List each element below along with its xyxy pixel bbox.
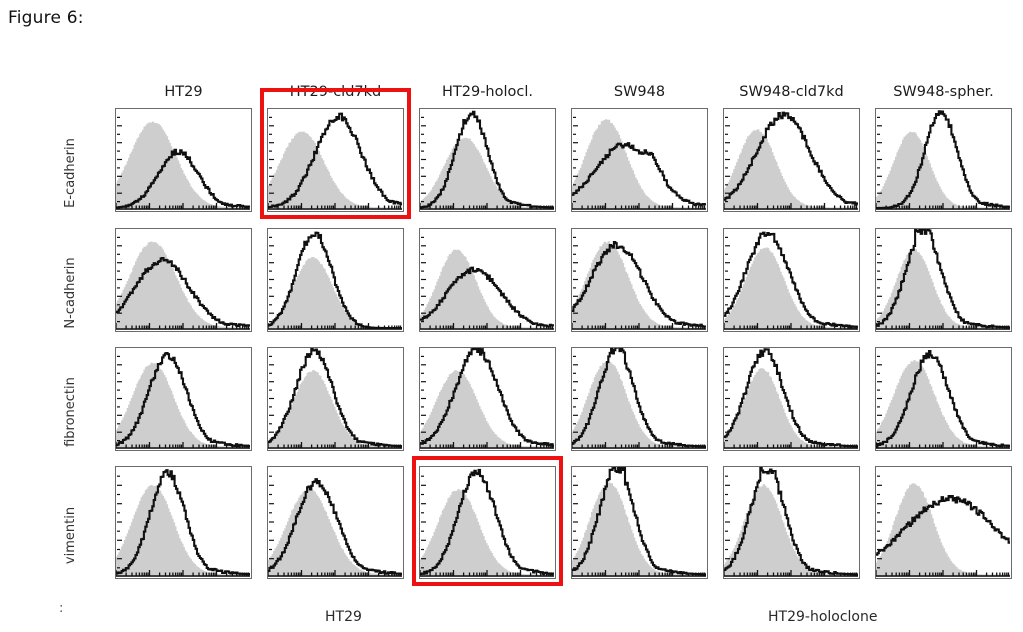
column-header-ht29-holocl: HT29-holocl.: [441, 84, 533, 100]
row-label-e-cadherin: E-cadherin: [63, 138, 78, 208]
histogram-panel-n-cadherin-ht29-holocl: [419, 228, 556, 332]
histogram-panel-n-cadherin-sw948: [571, 228, 708, 332]
histogram-panel-vimentin-sw948: [571, 466, 708, 579]
column-header-ht29: HT29: [164, 84, 203, 100]
histogram-panel-fibronectin-sw948-cld7kd: [723, 347, 860, 451]
histogram-panel-vimentin-sw948-spher: [875, 466, 1012, 579]
histogram-panel-e-cadherin-ht29-cld7kd: [267, 108, 404, 212]
histogram-panel-n-cadherin-sw948-spher: [875, 228, 1012, 332]
column-header-sw948-cld7kd: SW948-cld7kd: [739, 84, 844, 100]
histogram-panel-fibronectin-ht29: [115, 347, 252, 451]
row-label-n-cadherin: N-cadherin: [63, 257, 78, 329]
histogram-panel-e-cadherin-ht29: [115, 108, 252, 212]
histogram-panel-fibronectin-sw948-spher: [875, 347, 1012, 451]
column-header-ht29-cld7kd: HT29-cld7kd: [289, 84, 382, 100]
histogram-panel-fibronectin-ht29-holocl: [419, 347, 556, 451]
histogram-panel-vimentin-ht29-holocl: [419, 466, 556, 579]
histogram-panel-vimentin-ht29-cld7kd: [267, 466, 404, 579]
histogram-panel-n-cadherin-sw948-cld7kd: [723, 228, 860, 332]
histogram-panel-e-cadherin-ht29-holocl: [419, 108, 556, 212]
histogram-panel-e-cadherin-sw948: [571, 108, 708, 212]
histogram-panel-fibronectin-ht29-cld7kd: [267, 347, 404, 451]
figure-caption: Figure 6:: [8, 8, 84, 28]
bottom-axis-marker: :: [59, 601, 64, 616]
histogram-panel-vimentin-ht29: [115, 466, 252, 579]
column-header-sw948-spher: SW948-spher.: [893, 84, 994, 100]
next-figure-label-0: HT29: [325, 609, 362, 625]
histogram-panel-fibronectin-sw948: [571, 347, 708, 451]
column-header-sw948: SW948: [613, 84, 666, 100]
histogram-panel-vimentin-sw948-cld7kd: [723, 466, 860, 579]
histogram-panel-e-cadherin-sw948-spher: [875, 108, 1012, 212]
histogram-panel-n-cadherin-ht29-cld7kd: [267, 228, 404, 332]
next-figure-label-1: HT29-holoclone: [768, 609, 878, 625]
row-label-vimentin: vimentin: [63, 506, 78, 565]
histogram-panel-n-cadherin-ht29: [115, 228, 252, 332]
histogram-panel-e-cadherin-sw948-cld7kd: [723, 108, 860, 212]
row-label-fibronectin: fibronectin: [63, 377, 78, 447]
